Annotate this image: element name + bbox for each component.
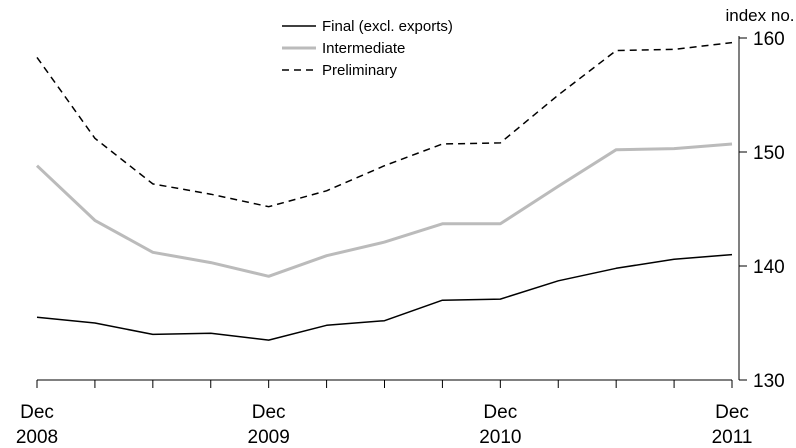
series-line-intermediate	[35, 142, 733, 278]
x-tick-label-month: Dec	[483, 402, 517, 423]
legend: Final (excl. exports) Intermediate Prelimi…	[282, 18, 453, 79]
x-tick-label-month: Dec	[715, 402, 749, 423]
y-axis-unit-label: index no.	[726, 6, 795, 25]
y-tick-label: 130	[753, 371, 785, 392]
y-tick-label: 150	[753, 143, 785, 164]
y-tick-label: 140	[753, 257, 785, 278]
plot-area	[35, 41, 733, 341]
axes: Dec 2008 Dec 2009 Dec 2010 Dec 2011 130 140 150 160	[16, 29, 785, 448]
x-tick-label-year: 2011	[712, 427, 753, 448]
series-line-final-excl-exports	[36, 253, 733, 341]
series-line-preliminary	[36, 41, 733, 208]
legend-label: Preliminary	[322, 62, 398, 79]
x-tick-label-year: 2009	[248, 427, 290, 448]
x-tick-label-year: 2010	[479, 427, 521, 448]
legend-label: Final (excl. exports)	[322, 18, 453, 35]
legend-label: Intermediate	[322, 40, 405, 57]
x-tick-label-year: 2008	[16, 427, 58, 448]
x-tick-label-month: Dec	[252, 402, 286, 423]
x-tick-label-month: Dec	[20, 402, 54, 423]
y-tick-label: 160	[753, 29, 785, 50]
